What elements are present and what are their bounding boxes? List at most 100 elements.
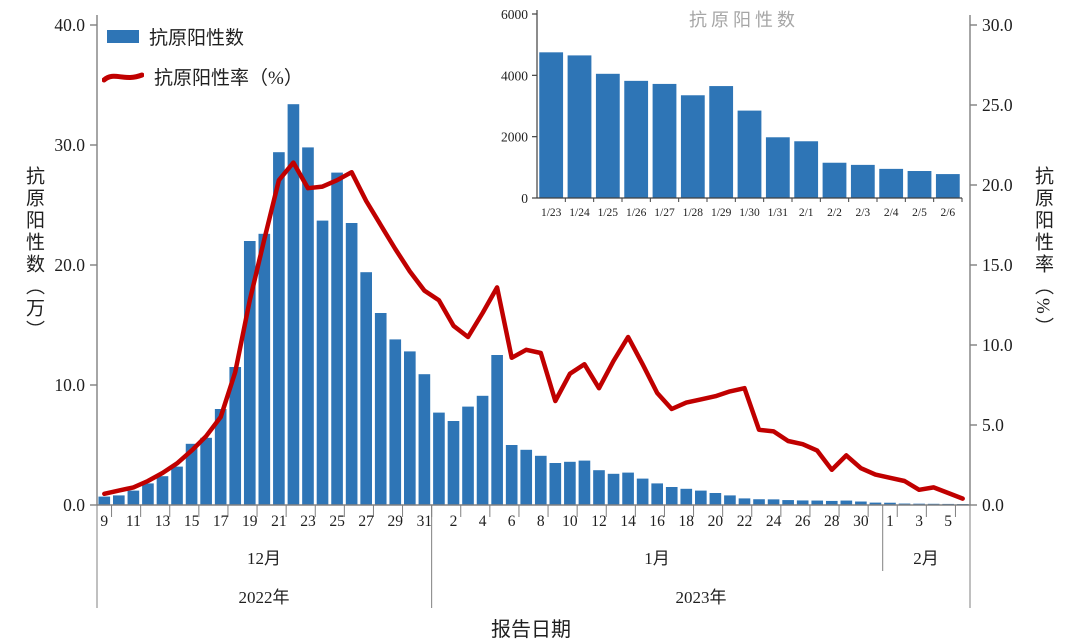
bar [433,412,445,505]
inset-x-tick-label: 1/31 [768,207,789,219]
date-tick-label: 26 [795,513,811,530]
bar [316,220,329,505]
left-tick-label: 40.0 [54,15,85,35]
bar [855,501,867,505]
inset-bar [595,73,620,198]
month-label-dec: 12月 [247,549,281,568]
inset-bar [737,110,762,198]
bar [825,500,838,505]
bar [360,272,372,505]
inset-bar [680,95,705,198]
bar [113,495,125,505]
inset-y-tick-label: 6000 [501,7,528,22]
date-tick-label: 13 [155,513,171,530]
date-tick-label: 22 [737,513,753,530]
bar [811,500,824,505]
inset-y-tick-label: 2000 [501,130,528,145]
left-axis-title: 抗原阳性数（万） [23,166,44,342]
bar [767,499,780,505]
right-axis-title: 抗原阳性率（%） [1032,166,1053,339]
inset-x-tick-label: 2/3 [855,207,870,219]
date-tick-label: 3 [915,513,923,530]
bar [258,233,271,506]
date-tick-label: 14 [620,513,636,530]
inset-bar [765,137,790,198]
inset-bar [907,171,932,198]
year-label-2023: 2023年 [675,588,727,607]
date-tick-label: 17 [213,513,229,530]
bar [607,473,620,505]
date-tick-label: 30 [853,513,869,530]
inset-chart-title: 抗原阳性数 [689,10,799,30]
bar [898,503,911,505]
bar [665,487,678,505]
bar [287,104,300,505]
date-tick-label: 31 [417,513,433,530]
x-axis-title: 报告日期 [491,619,571,641]
inset-bar [879,168,904,198]
right-tick-label: 0.0 [982,495,1004,515]
inset-bar-series [539,52,960,199]
bar [476,395,489,505]
bar [564,461,576,505]
date-tick-label: 9 [100,513,108,530]
inset-bar [794,141,819,198]
date-tick-label: 2 [450,513,458,530]
right-tick-label: 15.0 [982,255,1013,275]
legend-bar-swatch [107,30,139,43]
bar [651,483,663,505]
legend-bar-label: 抗原阳性数 [149,28,245,49]
bar [185,443,198,505]
bar [229,367,242,505]
date-tick-label: 6 [508,513,516,530]
bar [214,409,227,505]
date-tick-label: 21 [271,513,287,530]
date-tick-label: 15 [184,513,200,530]
bar [273,152,285,505]
bar [171,466,183,505]
rate-line [102,160,965,501]
inset-x-tick-label: 2/1 [799,207,814,219]
right-tick-label: 5.0 [982,415,1004,435]
inset-x-tick-label: 2/2 [827,207,842,219]
date-tick-label: 11 [126,513,141,530]
bar [127,490,140,505]
legend-line-label: 抗原阳性率（%） [154,68,303,89]
inset-x-tick-label: 1/26 [626,207,647,219]
date-tick-label: 12 [591,513,607,530]
inset-x-tick-label: 1/28 [683,207,704,219]
inset-x-tick-label: 1/24 [569,207,590,219]
bar [98,496,111,505]
inset-bar [539,52,564,198]
date-tick-label: 29 [388,513,404,530]
bar [520,449,533,505]
inset-bar [624,80,649,198]
inset-y-tick-label: 4000 [501,68,528,83]
inset-y-tick-label: 0 [521,191,528,206]
bar [345,223,358,505]
bar [447,421,460,505]
legend-item-line: 抗原阳性率（%） [102,63,303,90]
bar [404,351,416,505]
bar [549,463,562,505]
date-tick-label: 10 [562,513,578,530]
main-plot: 0.0 10.0 20.0 30.0 40.0 0.0 5.0 10.0 15.0 20.0 25.… [54,15,1013,608]
bar [753,499,765,505]
date-tick-label: 5 [944,513,952,530]
legend-line-swatch [102,72,144,82]
date-tick-label: 23 [300,513,316,530]
bar [840,500,853,505]
bar [389,339,402,505]
inset-x-tick-label: 2/6 [940,207,955,219]
bar [796,500,809,505]
inset-x-tick-label: 1/27 [654,207,675,219]
bar [869,502,882,505]
bar [782,500,794,505]
inset-bar [850,164,875,198]
bar [142,483,154,505]
bar [491,355,503,505]
bar [636,478,649,505]
date-tick-label: 1 [886,513,894,530]
bar [578,460,591,505]
